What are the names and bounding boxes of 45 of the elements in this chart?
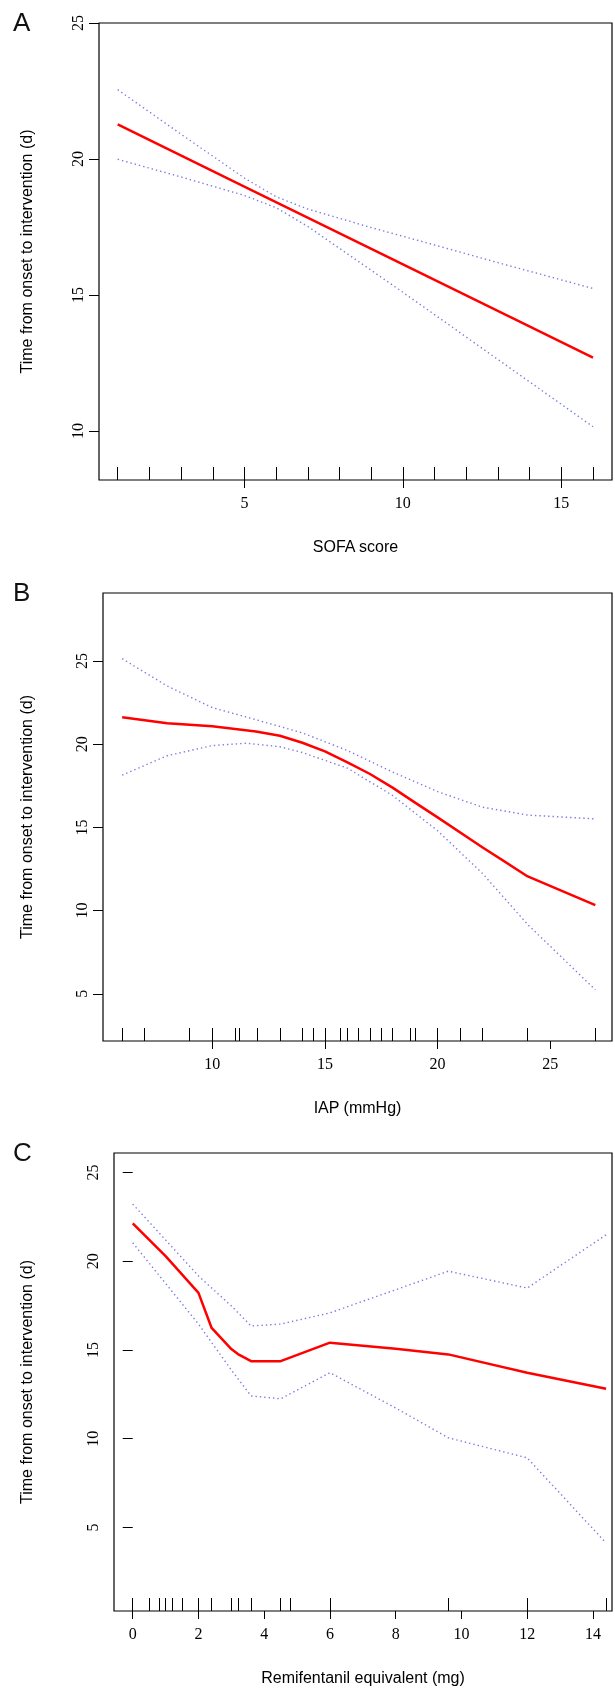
- y-tick-label: 25: [68, 15, 86, 31]
- chart-title: A: [13, 7, 31, 37]
- x-axis-title: Remifentanil equivalent (mg): [261, 1668, 465, 1686]
- y-axis-title: Time from onset to intervention (d): [17, 695, 35, 939]
- x-tick-label: 14: [584, 1624, 601, 1642]
- y-tick-label: 15: [68, 287, 86, 304]
- chart-title: C: [13, 1137, 32, 1167]
- line-series: [132, 1203, 607, 1327]
- x-tick-label: 15: [553, 493, 570, 511]
- y-tick-label: 5: [83, 1523, 101, 1532]
- y-tick-label: 20: [72, 736, 90, 753]
- y-tick-label: 10: [83, 1430, 101, 1447]
- x-tick-label: 10: [394, 493, 411, 511]
- y-axis-title: Time from onset to intervention (d): [17, 1260, 35, 1504]
- x-tick-label: 20: [429, 1054, 446, 1072]
- x-tick-label: 15: [316, 1054, 333, 1072]
- y-tick-label: 10: [68, 423, 86, 440]
- y-tick-label: 10: [72, 902, 90, 919]
- x-tick-label: 10: [453, 1624, 470, 1642]
- line-series: [131, 1222, 608, 1390]
- y-tick-label: 15: [83, 1341, 101, 1358]
- line-series: [132, 1242, 607, 1544]
- line-series: [116, 158, 594, 428]
- y-tick-label: 20: [83, 1253, 101, 1270]
- y-tick-label: 25: [83, 1164, 101, 1181]
- x-axis-title: SOFA score: [312, 537, 399, 555]
- x-tick-label: 4: [260, 1624, 269, 1642]
- y-tick-label: 25: [72, 653, 90, 670]
- chart-title: B: [13, 577, 31, 607]
- y-tick-label: 20: [68, 151, 86, 168]
- line-series: [120, 716, 597, 907]
- x-tick-label: 12: [519, 1624, 536, 1642]
- y-tick-label: 5: [72, 989, 90, 998]
- x-axis-title: IAP (mmHg): [313, 1098, 402, 1116]
- line-series: [116, 88, 594, 290]
- y-axis-title: Time from onset to intervention (d): [17, 129, 35, 374]
- x-tick-label: 8: [391, 1624, 400, 1642]
- x-tick-label: 6: [325, 1624, 334, 1642]
- x-tick-label: 25: [542, 1054, 559, 1072]
- y-tick-label: 15: [72, 819, 90, 836]
- x-tick-label: 10: [204, 1054, 221, 1072]
- x-tick-label: 0: [128, 1624, 137, 1642]
- line-series: [121, 742, 597, 991]
- x-tick-label: 5: [240, 493, 249, 511]
- x-tick-label: 2: [194, 1624, 203, 1642]
